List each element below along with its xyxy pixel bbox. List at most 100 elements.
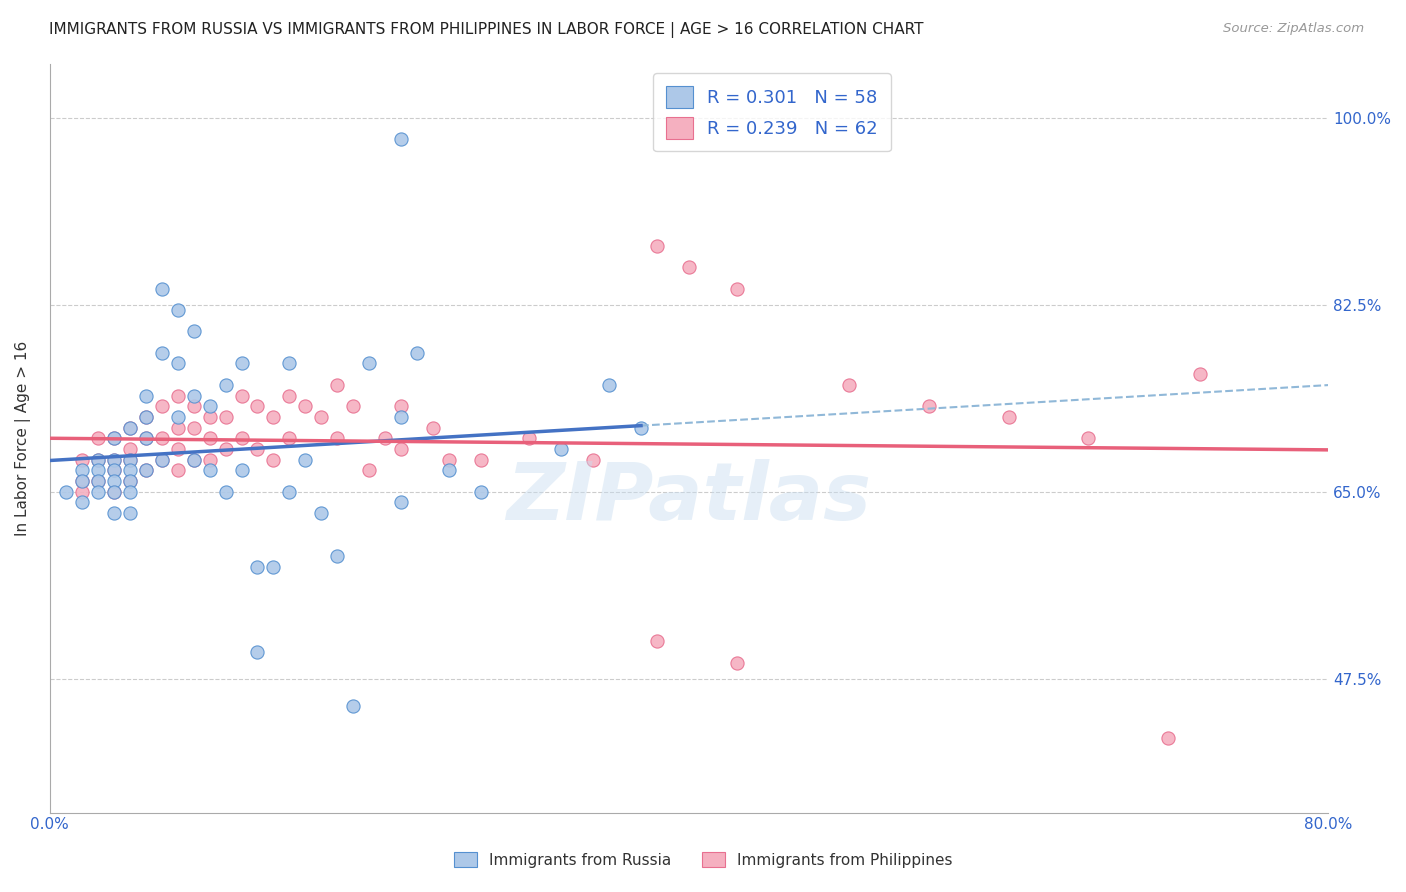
Point — [150, 452, 173, 467]
Point — [86, 474, 108, 488]
Point — [183, 420, 205, 434]
Point — [231, 356, 253, 370]
Point — [135, 463, 157, 477]
Point — [263, 559, 285, 574]
Point — [70, 495, 93, 509]
Point — [86, 474, 108, 488]
Point — [231, 431, 253, 445]
Point — [166, 420, 188, 434]
Point — [70, 484, 93, 499]
Point — [422, 420, 444, 434]
Point — [1189, 367, 1212, 381]
Point — [359, 356, 381, 370]
Point — [263, 409, 285, 424]
Point — [231, 388, 253, 402]
Point — [278, 388, 301, 402]
Point — [103, 431, 125, 445]
Point — [103, 484, 125, 499]
Point — [103, 484, 125, 499]
Point — [118, 452, 141, 467]
Point — [166, 442, 188, 456]
Point — [278, 431, 301, 445]
Point — [118, 452, 141, 467]
Point — [135, 431, 157, 445]
Point — [342, 399, 364, 413]
Point — [917, 399, 939, 413]
Point — [678, 260, 700, 275]
Point — [86, 484, 108, 499]
Point — [135, 431, 157, 445]
Point — [389, 409, 412, 424]
Point — [183, 452, 205, 467]
Point — [118, 474, 141, 488]
Point — [183, 324, 205, 338]
Point — [135, 388, 157, 402]
Point — [246, 559, 269, 574]
Legend: Immigrants from Russia, Immigrants from Philippines: Immigrants from Russia, Immigrants from … — [441, 839, 965, 880]
Point — [198, 452, 221, 467]
Point — [342, 698, 364, 713]
Point — [997, 409, 1019, 424]
Point — [166, 303, 188, 318]
Point — [70, 474, 93, 488]
Point — [645, 634, 668, 648]
Point — [1077, 431, 1099, 445]
Text: IMMIGRANTS FROM RUSSIA VS IMMIGRANTS FROM PHILIPPINES IN LABOR FORCE | AGE > 16 : IMMIGRANTS FROM RUSSIA VS IMMIGRANTS FRO… — [49, 22, 924, 38]
Point — [389, 495, 412, 509]
Point — [118, 420, 141, 434]
Point — [183, 399, 205, 413]
Point — [86, 463, 108, 477]
Point — [294, 452, 316, 467]
Point — [86, 431, 108, 445]
Point — [103, 463, 125, 477]
Point — [389, 442, 412, 456]
Point — [326, 431, 349, 445]
Point — [311, 409, 333, 424]
Point — [135, 409, 157, 424]
Point — [150, 452, 173, 467]
Point — [517, 431, 540, 445]
Point — [439, 463, 461, 477]
Point — [166, 356, 188, 370]
Point — [118, 442, 141, 456]
Point — [198, 431, 221, 445]
Point — [118, 463, 141, 477]
Point — [263, 452, 285, 467]
Point — [70, 463, 93, 477]
Point — [470, 452, 492, 467]
Point — [150, 431, 173, 445]
Point — [70, 474, 93, 488]
Point — [246, 645, 269, 659]
Point — [214, 409, 236, 424]
Point — [214, 484, 236, 499]
Point — [86, 452, 108, 467]
Point — [183, 452, 205, 467]
Point — [135, 463, 157, 477]
Point — [246, 442, 269, 456]
Point — [70, 452, 93, 467]
Point — [406, 345, 429, 359]
Point — [183, 388, 205, 402]
Point — [118, 484, 141, 499]
Legend: R = 0.301   N = 58, R = 0.239   N = 62: R = 0.301 N = 58, R = 0.239 N = 62 — [654, 73, 891, 152]
Point — [838, 377, 860, 392]
Text: ZIPatlas: ZIPatlas — [506, 459, 872, 537]
Point — [231, 463, 253, 477]
Point — [725, 282, 748, 296]
Y-axis label: In Labor Force | Age > 16: In Labor Force | Age > 16 — [15, 341, 31, 536]
Point — [439, 452, 461, 467]
Point — [198, 463, 221, 477]
Point — [1157, 731, 1180, 745]
Point — [198, 409, 221, 424]
Point — [294, 399, 316, 413]
Point — [86, 452, 108, 467]
Point — [214, 442, 236, 456]
Point — [103, 474, 125, 488]
Point — [326, 377, 349, 392]
Point — [725, 656, 748, 670]
Point — [389, 399, 412, 413]
Point — [118, 474, 141, 488]
Point — [150, 399, 173, 413]
Point — [135, 409, 157, 424]
Point — [278, 484, 301, 499]
